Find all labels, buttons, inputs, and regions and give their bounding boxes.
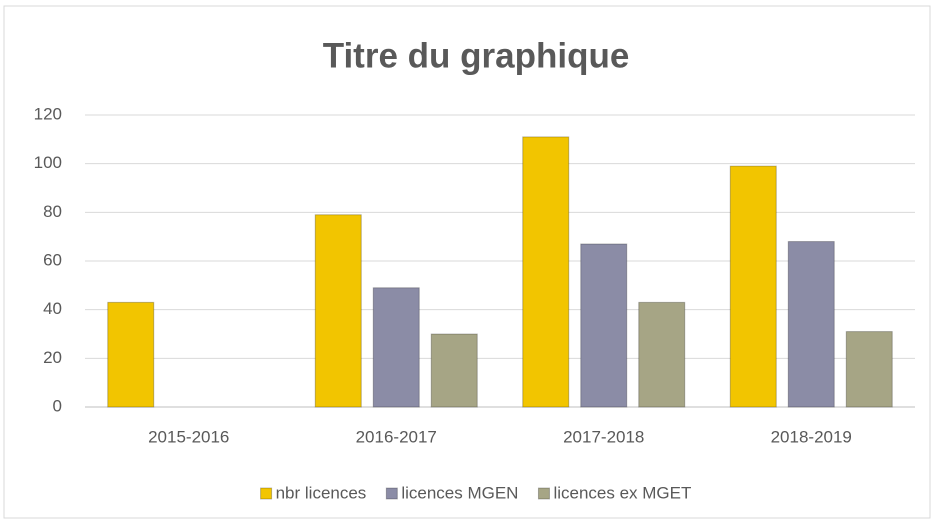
legend-swatch <box>385 487 398 500</box>
bar <box>787 241 835 408</box>
x-tick-label: 2016-2017 <box>356 427 437 446</box>
legend-label: nbr licences <box>276 483 367 502</box>
x-tick-label: 2018-2019 <box>771 427 852 446</box>
legend-label: licences ex MGET <box>553 483 691 502</box>
bar <box>314 214 362 408</box>
bar <box>845 331 893 408</box>
bar <box>729 165 777 408</box>
y-tick-label: 20 <box>43 348 62 367</box>
bar <box>430 333 478 408</box>
y-tick-label: 120 <box>34 104 62 123</box>
legend-swatch <box>537 487 550 500</box>
bar <box>522 136 570 408</box>
y-tick-label: 60 <box>43 250 62 269</box>
y-tick-label: 100 <box>34 153 62 172</box>
y-tick-label: 40 <box>43 299 62 318</box>
bar <box>580 243 628 408</box>
bar <box>107 301 155 408</box>
x-tick-label: 2015-2016 <box>148 427 229 446</box>
chart-title: Titre du graphique <box>323 36 630 75</box>
legend-swatch <box>260 487 273 500</box>
bar <box>372 287 420 408</box>
y-tick-label: 80 <box>43 202 62 221</box>
bar <box>638 301 686 408</box>
x-tick-label: 2017-2018 <box>563 427 644 446</box>
y-tick-label: 0 <box>53 396 62 415</box>
legend-label: licences MGEN <box>401 483 518 502</box>
